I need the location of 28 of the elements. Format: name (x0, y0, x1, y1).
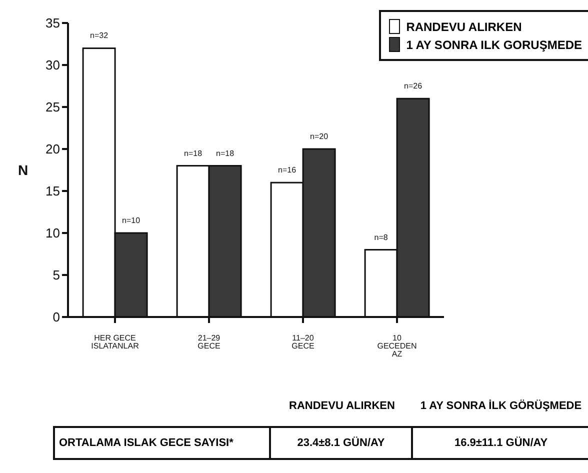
y-tick-label: 5 (52, 268, 60, 283)
data-label: n=32 (90, 31, 109, 40)
y-tick-label: 35 (46, 16, 60, 31)
y-tick-label: 0 (52, 310, 60, 325)
x-tick-label: HER GECE ISLATANLAR (91, 334, 140, 351)
data-label: n=18 (216, 148, 235, 158)
y-axis-title: N (18, 162, 28, 178)
text: 23.4±8.1 GÜN/AY (271, 428, 413, 458)
y-tick-label: 30 (46, 58, 60, 73)
y-tick-label: 10 (46, 226, 60, 241)
x-tick-label: 11–20 GECE (292, 334, 314, 351)
text: 16.9±11.1 GÜN/AY (453, 436, 549, 451)
text: ORTALAMA ISLAK GECE SAYISI* (55, 428, 271, 458)
y-tick-label: 25 (46, 100, 60, 115)
data-label: n=18 (184, 148, 203, 158)
x-tick-label: 21–29 GECE (198, 334, 221, 351)
legend-label: RANDEVU ALIRKEN (406, 20, 522, 34)
data-label: n=26 (404, 82, 423, 91)
data-label: n=16 (278, 166, 297, 175)
text: RANDEVU ALIRKEN (288, 400, 396, 412)
y-tick-label: 15 (46, 184, 60, 199)
y-tick-label: 20 (46, 142, 60, 157)
x-tick-label: 10 GECEDEN AZ (377, 334, 418, 359)
text: 1 AY SONRA İLK GÖRÜŞMEDE (419, 400, 583, 412)
data-label: n=20 (310, 132, 329, 141)
data-label: n=8 (374, 232, 388, 242)
legend-label: 1 AY SONRA ILK GORUŞMEDE (406, 38, 582, 52)
data-label: n=10 (122, 216, 141, 225)
